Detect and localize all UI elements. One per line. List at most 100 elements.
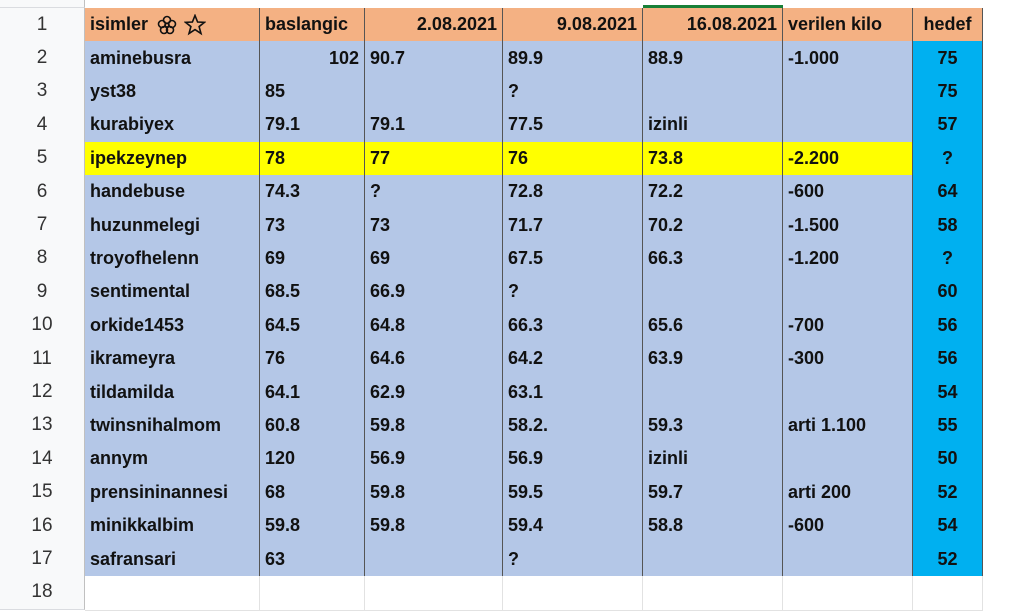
cell-text: 18 xyxy=(31,581,53,603)
cell-text: ? xyxy=(942,147,953,168)
cell-text: 17 xyxy=(31,548,53,570)
goal-cell: 75 xyxy=(913,74,983,110)
cell-text: ? xyxy=(508,80,519,101)
data-cell: 77 xyxy=(365,141,503,176)
cell-text: 52 xyxy=(937,481,958,502)
data-cell: 64.2 xyxy=(503,342,643,377)
cell-text: 2 xyxy=(36,47,48,69)
header-icons xyxy=(156,13,207,36)
cell-text: 64.1 xyxy=(265,381,301,402)
cell-text: troyofhelenn xyxy=(90,247,200,268)
data-cell: 76 xyxy=(503,141,643,176)
data-cell: ? xyxy=(503,542,643,577)
data-cell: -1.200 xyxy=(783,241,913,277)
goal-cell: 50 xyxy=(913,442,983,477)
row-number: 15 xyxy=(0,475,85,510)
cell-text: 79.1 xyxy=(370,114,406,135)
header-cell: 9.08.2021 xyxy=(503,8,643,43)
empty-cell xyxy=(913,575,983,612)
cell-text: ? xyxy=(370,181,381,202)
cell-text: 56.9 xyxy=(508,448,544,469)
cell-text: 89.9 xyxy=(508,47,544,68)
cell-text: 5 xyxy=(36,147,48,169)
cell-text: huzunmelegi xyxy=(90,214,201,235)
goal-cell: 60 xyxy=(913,275,983,310)
row-number: 5 xyxy=(0,141,85,176)
data-cell: 73.8 xyxy=(643,141,783,176)
data-cell: 120 xyxy=(260,442,365,477)
cell-text: ipekzeynep xyxy=(90,147,188,168)
data-cell xyxy=(643,542,783,577)
data-cell: 58.2. xyxy=(503,408,643,444)
cell-text: izinli xyxy=(648,448,688,469)
data-cell: 68.5 xyxy=(260,275,365,310)
row-number: 11 xyxy=(0,342,85,377)
cell-text: yst38 xyxy=(90,80,137,101)
cell-text: 68.5 xyxy=(265,281,301,302)
cell-text: 79.1 xyxy=(265,114,301,135)
flower-icon xyxy=(157,15,177,34)
header-cell: isimler xyxy=(85,8,260,43)
cell-text: 2.08.2021 xyxy=(416,14,497,35)
cell-text: kurabiyex xyxy=(90,114,175,135)
cell-text: -700 xyxy=(788,314,825,335)
row-number: 13 xyxy=(0,408,85,444)
cell-text: 64.6 xyxy=(370,348,406,369)
cell-text: 59.4 xyxy=(508,515,544,536)
cell-text: ? xyxy=(508,548,519,569)
data-cell: 85 xyxy=(260,74,365,110)
data-cell: yst38 xyxy=(85,74,260,110)
cell-text: 15 xyxy=(31,481,53,503)
cell-text: safransari xyxy=(90,548,177,569)
cell-text: 73 xyxy=(370,214,391,235)
data-cell: handebuse xyxy=(85,175,260,210)
cell-text: hedef xyxy=(923,14,972,35)
goal-cell: 56 xyxy=(913,342,983,377)
data-cell: -300 xyxy=(783,342,913,377)
cell-text: 73 xyxy=(265,214,286,235)
goal-cell: 54 xyxy=(913,509,983,544)
data-cell: 58.8 xyxy=(643,509,783,544)
cell-text: -1.200 xyxy=(788,247,840,268)
cell-text: 60 xyxy=(937,281,958,302)
data-cell: 69 xyxy=(365,241,503,277)
data-cell xyxy=(783,74,913,110)
data-cell: 63.1 xyxy=(503,375,643,410)
data-cell: 59.7 xyxy=(643,475,783,510)
cell-text: 77.5 xyxy=(508,114,544,135)
cell-text: 75 xyxy=(937,47,958,68)
cell-text: 16 xyxy=(31,514,53,536)
cell-text: 56 xyxy=(937,348,958,369)
data-cell: -600 xyxy=(783,509,913,544)
data-cell: -1.000 xyxy=(783,41,913,76)
cell-text: 9 xyxy=(36,280,48,302)
goal-cell: 52 xyxy=(913,475,983,510)
cell-text: 9.08.2021 xyxy=(556,14,637,35)
cell-text: annym xyxy=(90,448,149,469)
data-cell: 72.2 xyxy=(643,175,783,210)
row-number: 1 xyxy=(0,8,85,43)
data-cell: ? xyxy=(503,74,643,110)
data-cell: tildamilda xyxy=(85,375,260,410)
cell-text: handebuse xyxy=(90,181,186,202)
cell-text: 76 xyxy=(508,147,529,168)
row-number: 7 xyxy=(0,208,85,243)
data-cell: ipekzeynep xyxy=(85,141,260,176)
data-cell: 70.2 xyxy=(643,208,783,243)
cell-text: 64 xyxy=(937,181,958,202)
cell-text: 102 xyxy=(328,47,359,68)
data-cell: 72.8 xyxy=(503,175,643,210)
cell-text: 4 xyxy=(36,113,48,135)
data-cell: 65.6 xyxy=(643,308,783,343)
cell-text: prensininannesi xyxy=(90,481,229,502)
cell-text: aminebusra xyxy=(90,47,192,68)
cell-text: 59.7 xyxy=(648,481,684,502)
cell-text: isimler xyxy=(90,14,149,35)
cell-text: 56.9 xyxy=(370,448,406,469)
cell-text: 76 xyxy=(265,348,286,369)
data-cell: 68 xyxy=(260,475,365,510)
goal-cell: 58 xyxy=(913,208,983,243)
cell-text: 13 xyxy=(31,414,53,436)
cell-text: 6 xyxy=(36,180,48,202)
